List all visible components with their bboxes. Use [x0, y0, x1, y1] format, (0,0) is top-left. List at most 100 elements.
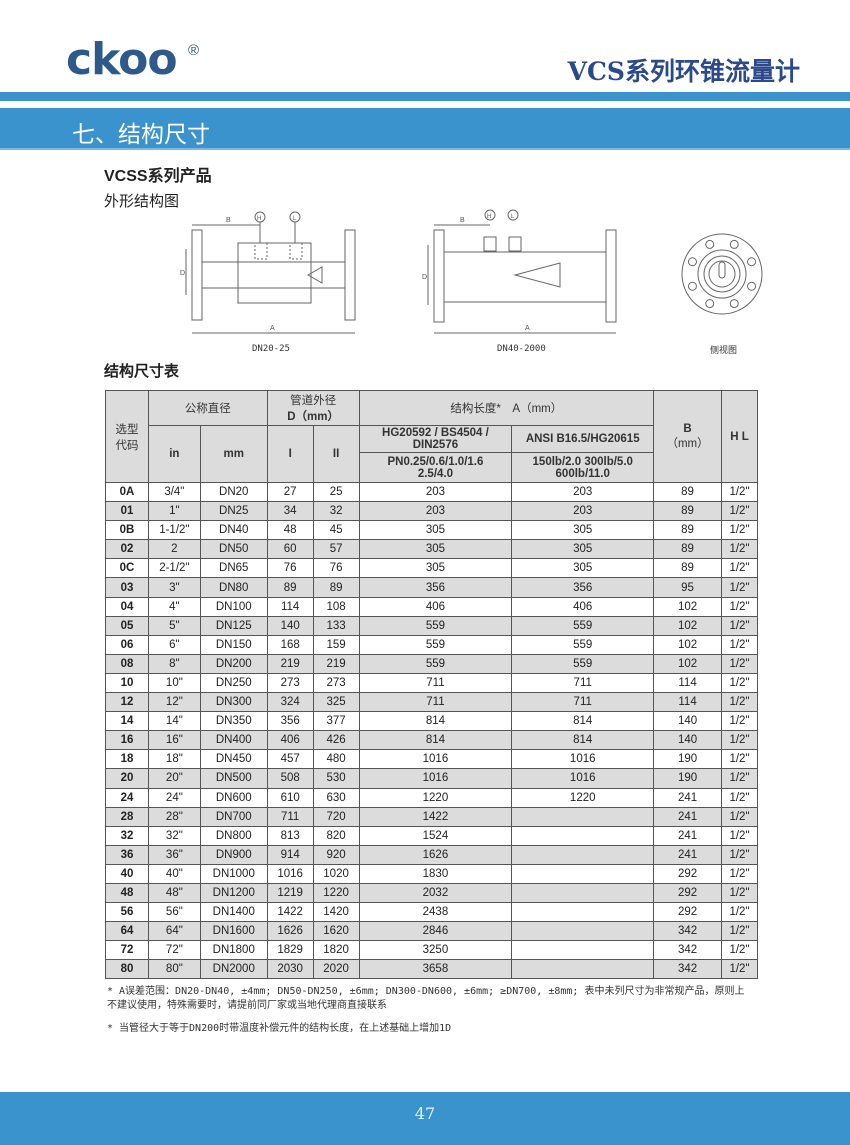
table-cell: 814: [358, 730, 513, 751]
table-cell: 1820: [312, 940, 360, 961]
table-cell: 305: [511, 558, 655, 579]
footer-bar: [0, 1092, 850, 1145]
table-cell: 32: [105, 825, 149, 846]
table-cell: 1/2": [721, 596, 758, 617]
table-cell: 711: [358, 692, 513, 713]
header-stripe: [0, 92, 850, 101]
table-cell: 1/2": [721, 558, 758, 579]
bolt-hole: [705, 299, 715, 309]
table-cell: 108: [312, 596, 360, 617]
series-heading: VCSS系列产品: [104, 168, 212, 185]
table-cell: 06: [105, 634, 149, 655]
table-row: 48 48" DN1200 1219 1220 2032 292 1/2": [105, 882, 758, 904]
table-cell: 508: [266, 768, 314, 789]
table-cell: 114: [653, 672, 723, 694]
pn-line1: PN0.25/0.6/1.0/1.6: [387, 455, 484, 468]
table-cell: 89: [653, 481, 723, 503]
header-std1: HG20592 / BS4504 / DIN2576: [358, 425, 513, 453]
table-row: 04 4" DN100 114 108 406 406 102 1/2": [105, 596, 758, 617]
table-cell: DN350: [199, 711, 268, 732]
table-cell: 324: [266, 692, 314, 713]
table-cell: 76: [312, 558, 360, 579]
table-cell: 219: [266, 653, 314, 674]
table-cell: 2: [147, 539, 201, 560]
table-cell: DN20: [199, 481, 268, 503]
table-cell: DN900: [199, 844, 268, 865]
table-cell: DN1000: [199, 863, 268, 884]
table-cell: [511, 825, 655, 846]
table-cell: 72: [105, 940, 149, 961]
table-cell: 64": [147, 921, 201, 942]
table-cell: 5": [147, 615, 201, 636]
table-cell: 114: [266, 596, 314, 617]
table-cell: 6": [147, 634, 201, 655]
table-cell: 559: [358, 615, 513, 636]
table-cell: 0A: [105, 481, 149, 503]
table-cell: 1/2": [721, 692, 758, 713]
table-cell: 406: [511, 596, 655, 617]
table-cell: 814: [511, 711, 655, 732]
table-cell: 4": [147, 596, 201, 617]
table-cell: 04: [105, 596, 149, 617]
table-cell: 01: [105, 501, 149, 522]
table-cell: [511, 940, 655, 961]
table-row: 01 1" DN25 34 32 203 203 89 1/2": [105, 501, 758, 522]
table-cell: 1829: [266, 940, 314, 961]
table-row: 05 5" DN125 140 133 559 559 102 1/2": [105, 615, 758, 636]
b-unit: （mm）: [666, 437, 709, 450]
table-cell: 28": [147, 806, 201, 827]
table-cell: 76: [266, 558, 314, 579]
label-d-large: D: [422, 274, 427, 281]
port-l-large: L: [511, 214, 515, 220]
table-cell: 814: [358, 711, 513, 732]
table-cell: 1/2": [721, 634, 758, 655]
table-cell: 40: [105, 863, 149, 884]
table-cell: 292: [653, 882, 723, 904]
table-cell: 102: [653, 634, 723, 655]
header-nominal: 公称直径: [147, 390, 268, 426]
table-cell: 1/2": [721, 921, 758, 942]
table-cell: DN40: [199, 520, 268, 541]
table-row: 0C 2-1/2" DN65 76 76 305 305 89 1/2": [105, 558, 758, 579]
table-cell: 1/2": [721, 844, 758, 865]
table-cell: 1/2": [721, 577, 758, 598]
table-cell: 16: [105, 730, 149, 751]
table-cell: 56": [147, 902, 201, 923]
table-cell: 133: [312, 615, 360, 636]
table-row: 18 18" DN450 457 480 1016 1016 190 1/2": [105, 749, 758, 770]
table-cell: DN600: [199, 787, 268, 808]
table-cell: 1/2": [721, 940, 758, 961]
caption-dn20-25: DN20-25: [252, 344, 290, 354]
table-cell: 1422: [358, 806, 513, 827]
dimension-table: 选型代码 公称直径 管道外径 D（mm） 结构长度* A（mm） B （mm） H …: [105, 390, 758, 980]
table-cell: DN700: [199, 806, 268, 827]
table-cell: 406: [358, 596, 513, 617]
table-cell: 140: [266, 615, 314, 636]
table-cell: 1/2": [721, 730, 758, 751]
table-cell: 0B: [105, 520, 149, 541]
table-cell: 8": [147, 653, 201, 674]
table-row: 56 56" DN1400 1422 1420 2438 292 1/2": [105, 902, 758, 923]
table-cell: 711: [358, 672, 513, 694]
table-cell: 72": [147, 940, 201, 961]
table-cell: [511, 959, 655, 980]
table-cell: 80: [105, 959, 149, 980]
table-cell: 241: [653, 806, 723, 827]
table-cell: 2032: [358, 882, 513, 904]
table-cell: 36: [105, 844, 149, 865]
table-cell: 3250: [358, 940, 513, 961]
table-cell: 720: [312, 806, 360, 827]
table-cell: 48: [266, 520, 314, 541]
ckoo-logo: ckoo: [66, 34, 178, 85]
table-row: 20 20" DN500 508 530 1016 1016 190 1/2": [105, 768, 758, 789]
table-cell: 10": [147, 672, 201, 694]
label-a-large: A: [525, 325, 530, 332]
table-cell: 559: [358, 634, 513, 655]
table-cell: DN250: [199, 672, 268, 694]
table-row: 0A 3/4" DN20 27 25 203 203 89 1/2": [105, 481, 758, 503]
table-cell: 28: [105, 806, 149, 827]
table-cell: 356: [511, 577, 655, 598]
port-h: H: [257, 216, 261, 222]
table-cell: 292: [653, 863, 723, 884]
registered-mark: ®: [188, 42, 200, 59]
